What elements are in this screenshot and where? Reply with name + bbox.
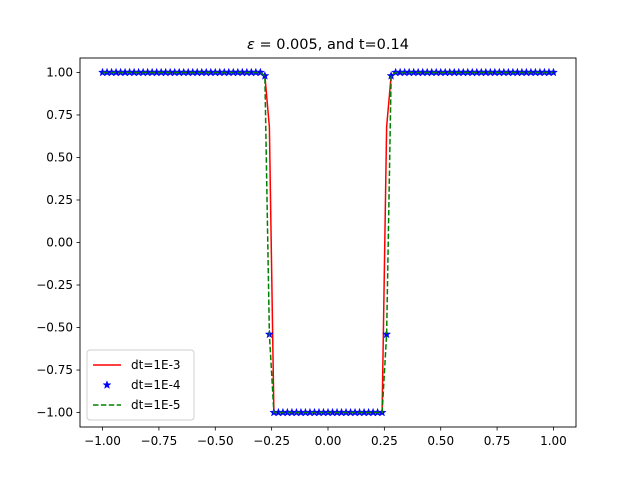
- data-point-star: [548, 67, 558, 77]
- chart-title-symbol: ε: [247, 37, 255, 53]
- y-tick-label: 0.75: [46, 108, 73, 122]
- x-tick-label: 1.00: [540, 434, 567, 448]
- y-axis: −1.00 −0.75 −0.50 −0.25 0.00 0.25 0.50 0.75 1.00: [36, 65, 80, 420]
- x-tick-label: −0.25: [253, 434, 290, 448]
- x-tick-label: 0.00: [315, 434, 342, 448]
- x-tick-label: 0.50: [427, 434, 454, 448]
- x-axis: −1.00 −0.75 −0.50 −0.25 0.00 0.25 0.50 0.75 1.00: [84, 427, 567, 448]
- x-tick-label: −0.50: [197, 434, 234, 448]
- y-tick-label: −0.25: [36, 278, 73, 292]
- legend-label: dt=1E-3: [131, 358, 181, 372]
- y-tick-label: 0.50: [46, 150, 73, 164]
- axes-frame: [79, 57, 577, 428]
- data-point-star: [255, 67, 265, 77]
- legend-label: dt=1E-5: [131, 398, 181, 412]
- y-tick-label: −0.75: [36, 363, 73, 377]
- y-tick-label: 0.25: [46, 193, 73, 207]
- x-tick-label: 0.75: [484, 434, 511, 448]
- y-tick-label: −0.50: [36, 321, 73, 335]
- legend-marker-star: [102, 380, 112, 389]
- y-tick-label: −1.00: [36, 406, 73, 420]
- legend: dt=1E-3 dt=1E-4 dt=1E-5: [86, 349, 195, 421]
- y-tick-label: 1.00: [46, 65, 73, 79]
- plot-area: [98, 67, 558, 417]
- x-tick-label: 0.25: [371, 434, 398, 448]
- legend-box: [86, 349, 195, 421]
- chart-title-rest: = 0.005, and t=0.14: [255, 37, 409, 53]
- x-tick-label: −0.75: [141, 434, 178, 448]
- series-dt-1e-5-line: [102, 71, 554, 414]
- chart-title: ε = 0.005, and t=0.14: [247, 37, 409, 53]
- legend-label: dt=1E-4: [131, 378, 181, 392]
- y-tick-label: 0.00: [46, 236, 73, 250]
- x-tick-label: −1.00: [84, 434, 121, 448]
